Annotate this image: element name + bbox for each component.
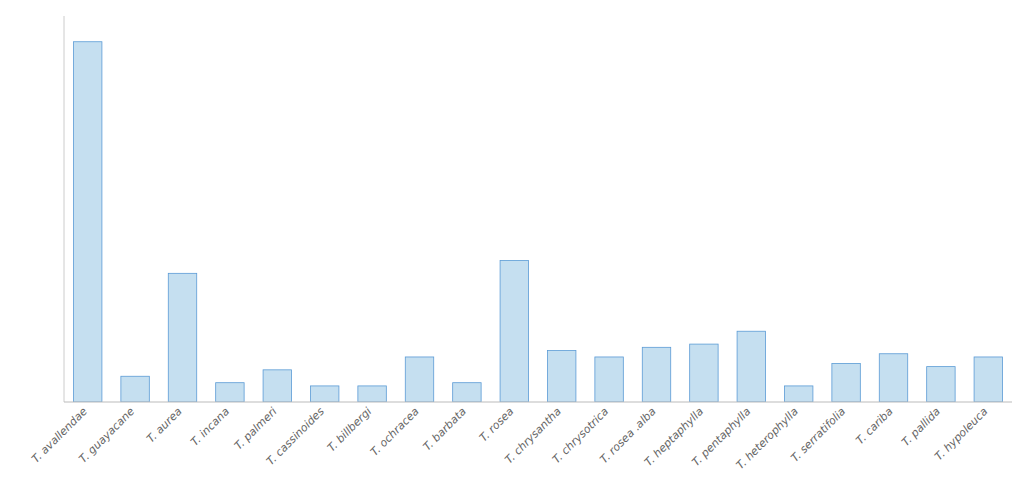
bars bbox=[73, 42, 1002, 402]
bar bbox=[690, 344, 718, 402]
x-tick-label: T. rosea bbox=[477, 405, 517, 445]
bar bbox=[927, 367, 955, 402]
x-tick-label: T. incana bbox=[188, 405, 232, 449]
x-tick-label: T. heterophylla bbox=[734, 405, 801, 472]
bar bbox=[453, 383, 481, 402]
x-tick-label: T. cariba bbox=[854, 405, 896, 447]
x-tick-label: T. palmeri bbox=[232, 405, 280, 453]
bar bbox=[310, 386, 338, 402]
x-tick-label: T. ochracea bbox=[368, 405, 422, 459]
bar bbox=[73, 42, 101, 402]
bar bbox=[547, 351, 575, 402]
bar bbox=[642, 347, 670, 402]
chart: T. avallendaeT. guayacaneT. aureaT. inca… bbox=[0, 0, 1028, 494]
x-tick-label: T. billbergi bbox=[325, 405, 374, 454]
x-tick-label: T. pallida bbox=[899, 405, 943, 449]
bar bbox=[879, 354, 907, 402]
bar bbox=[405, 357, 433, 402]
x-tick-label: T. barbata bbox=[421, 405, 470, 454]
bar bbox=[832, 363, 860, 402]
bar bbox=[121, 376, 149, 402]
bar bbox=[737, 331, 765, 402]
x-tick-label: T. hypoleuca bbox=[932, 405, 990, 463]
bar bbox=[784, 386, 812, 402]
bar bbox=[595, 357, 623, 402]
x-axis-line bbox=[64, 402, 1012, 403]
y-axis-line bbox=[64, 16, 65, 402]
x-tick-label: T. cassinoides bbox=[264, 405, 327, 468]
x-tick-label: T. guayacane bbox=[76, 405, 137, 466]
x-tick-label: T. aurea bbox=[144, 405, 185, 446]
bar bbox=[500, 260, 528, 402]
bar bbox=[216, 383, 244, 402]
chart-container: T. avallendaeT. guayacaneT. aureaT. inca… bbox=[0, 0, 1028, 494]
bar bbox=[263, 370, 291, 402]
bar bbox=[974, 357, 1002, 402]
x-tick-label: T. serratifolia bbox=[788, 405, 848, 465]
bar bbox=[358, 386, 386, 402]
bar bbox=[168, 273, 196, 402]
